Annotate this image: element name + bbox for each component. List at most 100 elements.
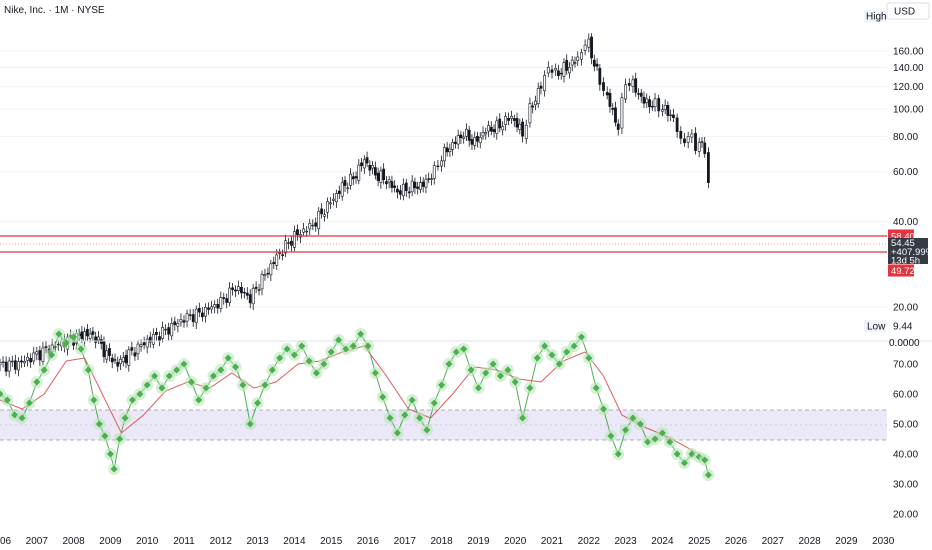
- candle-body: [354, 176, 358, 179]
- candle-body: [379, 170, 383, 183]
- rsi-point: [680, 459, 688, 467]
- rsi-point: [232, 363, 240, 371]
- candle-body: [703, 142, 707, 154]
- candle-body: [442, 147, 446, 162]
- time-axis[interactable]: 2006 2007 2008 2009 2010 2011 2012 2013 2014 2015…: [0, 536, 895, 547]
- currency-box[interactable]: [886, 2, 930, 20]
- candle-body: [376, 172, 380, 181]
- price-tag-change: +407.99%: [891, 247, 932, 258]
- candle-body: [275, 254, 279, 266]
- candle-body: [194, 308, 198, 323]
- candle-body: [637, 93, 640, 95]
- rsi-point: [62, 339, 70, 347]
- candle-body: [453, 141, 457, 144]
- rsi-pane[interactable]: [0, 328, 887, 481]
- candle-body: [113, 359, 117, 361]
- candle-body: [97, 336, 100, 341]
- candle-body: [401, 183, 405, 197]
- rsi-point: [460, 345, 468, 353]
- candle-body: [489, 126, 493, 132]
- candle-body: [686, 136, 690, 143]
- rsi-point: [445, 360, 453, 368]
- candle-body: [320, 208, 324, 215]
- candle-body: [451, 142, 455, 150]
- candle-body: [127, 349, 131, 366]
- candle-body: [317, 210, 321, 229]
- price-axis[interactable]: USD High 20.00 40.00 60.00 80.00 100.00 120.0…: [864, 2, 932, 521]
- rsi-point: [187, 378, 195, 386]
- candle-body: [616, 123, 620, 130]
- time-tick-label: 2026: [725, 536, 748, 547]
- rsi-point: [592, 384, 600, 392]
- rsi-point: [261, 381, 269, 389]
- candle-body: [311, 224, 315, 227]
- rsi-point: [110, 465, 118, 473]
- rsi-point: [202, 384, 210, 392]
- candle-body: [351, 176, 355, 180]
- candle-body: [35, 351, 39, 355]
- candle-body: [507, 117, 510, 121]
- candle-body: [478, 137, 482, 143]
- candle-body: [487, 125, 490, 132]
- price-tag-countdown: 13d 5h: [891, 256, 920, 267]
- rsi-point: [77, 345, 85, 353]
- rsi-point: [482, 369, 490, 377]
- candle-body: [382, 168, 386, 181]
- candle-body: [568, 67, 571, 74]
- candle-body: [694, 132, 697, 151]
- candle-body: [360, 162, 363, 166]
- candle-body: [398, 190, 402, 195]
- time-tick-label: 2030: [872, 536, 895, 547]
- rsi-point: [90, 396, 98, 404]
- candle-body: [326, 201, 329, 213]
- candle-body: [343, 180, 347, 186]
- candle-body: [580, 52, 583, 60]
- candle-body: [4, 361, 8, 372]
- time-tick-label: 2013: [246, 536, 269, 547]
- rsi-point: [239, 381, 247, 389]
- rsi-point: [18, 414, 26, 422]
- candle-body: [473, 137, 477, 146]
- candle-body: [492, 129, 496, 133]
- candle-body: [302, 228, 306, 233]
- candle-body: [148, 336, 152, 343]
- candle-body: [706, 152, 710, 183]
- rsi-point: [40, 366, 48, 374]
- rsi-point: [438, 381, 446, 389]
- candle-body: [269, 263, 273, 276]
- rsi-point: [371, 369, 379, 377]
- candle-body: [627, 83, 631, 86]
- rsi-points: [0, 328, 715, 481]
- candle-body: [257, 289, 261, 291]
- candle-body: [242, 291, 246, 294]
- candle-body: [161, 327, 164, 339]
- candle-body: [590, 36, 593, 59]
- rsi-point: [386, 414, 394, 422]
- candle-body: [305, 230, 309, 233]
- candle-body: [373, 167, 377, 176]
- candle-body: [197, 308, 201, 313]
- price-tick-label: 80.00: [893, 132, 918, 143]
- candle-body: [314, 222, 318, 227]
- price-pane[interactable]: [0, 33, 887, 378]
- candle-body: [94, 336, 98, 343]
- time-tick-label: 2008: [62, 536, 85, 547]
- candle-body: [296, 229, 299, 236]
- candle-body: [675, 117, 679, 132]
- candle-body: [287, 242, 290, 244]
- candle-body: [26, 357, 30, 361]
- rsi-point: [116, 435, 124, 443]
- lower-level-tag: [888, 264, 914, 277]
- price-tick-label: 120.00: [893, 82, 924, 93]
- lower-level-tag-text: 49.72: [891, 266, 915, 277]
- rsi-point: [701, 456, 709, 464]
- candle-body: [459, 134, 463, 139]
- rsi-point: [70, 333, 78, 341]
- price-tag: [888, 238, 928, 264]
- low-label-box: [864, 320, 886, 332]
- candle-body: [216, 303, 220, 309]
- price-tick-label: 100.00: [893, 104, 924, 115]
- time-tick-label: 2017: [394, 536, 417, 547]
- candle-body: [308, 223, 312, 230]
- rsi-point: [541, 342, 549, 350]
